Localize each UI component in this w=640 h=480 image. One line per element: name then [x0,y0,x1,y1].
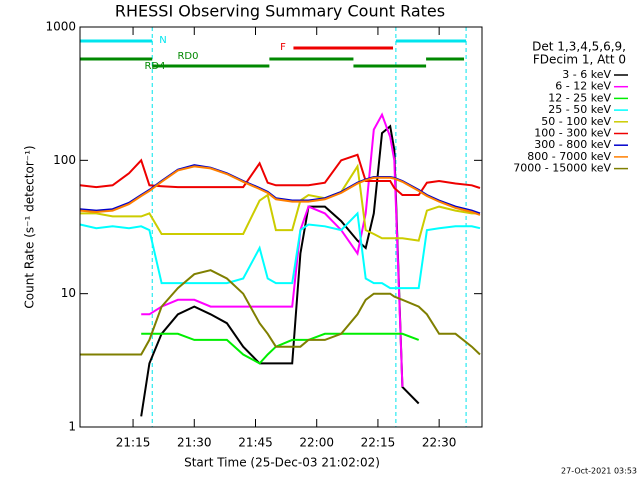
x-tick-label: 22:00 [299,436,334,450]
x-axis-label: Start Time (25-Dec-03 21:02:02) [184,456,380,470]
legend-label: 300 - 800 keV [534,138,611,151]
chart-title: RHESSI Observing Summary Count Rates [115,2,445,21]
plot-frame [79,26,483,428]
series-line [79,165,481,216]
legend-label: 12 - 25 keV [548,91,611,104]
series-line [80,269,481,356]
flag-label: F [280,42,286,53]
legend-label: 25 - 50 keV [548,103,611,116]
legend-label: 100 - 300 keV [534,127,611,140]
legend-label: 6 - 12 keV [555,80,611,93]
footer: 27-Oct-2021 03:53 [561,467,637,476]
series-line [141,332,420,365]
series-line [141,112,404,387]
flag-label: N [159,35,166,46]
series-line [79,211,481,290]
legend-label: 50 - 100 keV [541,115,611,128]
series-line [140,124,420,417]
flag-label: RD4 [144,61,165,72]
x-tick-label: 22:30 [422,436,457,450]
x-tick-label: 21:15 [116,436,151,450]
legend-title: Det 1,3,4,5,6,9, [532,40,626,54]
y-tick-label: 1 [68,420,76,434]
y-tick-label: 1000 [45,20,76,34]
y-axis-label: Count Rate (s⁻¹ detector⁻¹) [23,145,37,308]
legend-label: 7000 - 15000 keV [513,162,611,175]
x-tick-label: 21:45 [238,436,273,450]
flag-label: RD0 [177,51,198,62]
legend-label: 3 - 6 keV [562,68,611,81]
y-tick-label: 100 [53,153,76,167]
x-tick-label: 21:30 [177,436,212,450]
x-tick-label: 22:15 [361,436,396,450]
series-line [79,153,481,196]
legend-label: 800 - 7000 keV [527,150,611,163]
legend-title: FDecim 1, Att 0 [533,53,626,67]
y-tick-label: 10 [61,286,76,300]
